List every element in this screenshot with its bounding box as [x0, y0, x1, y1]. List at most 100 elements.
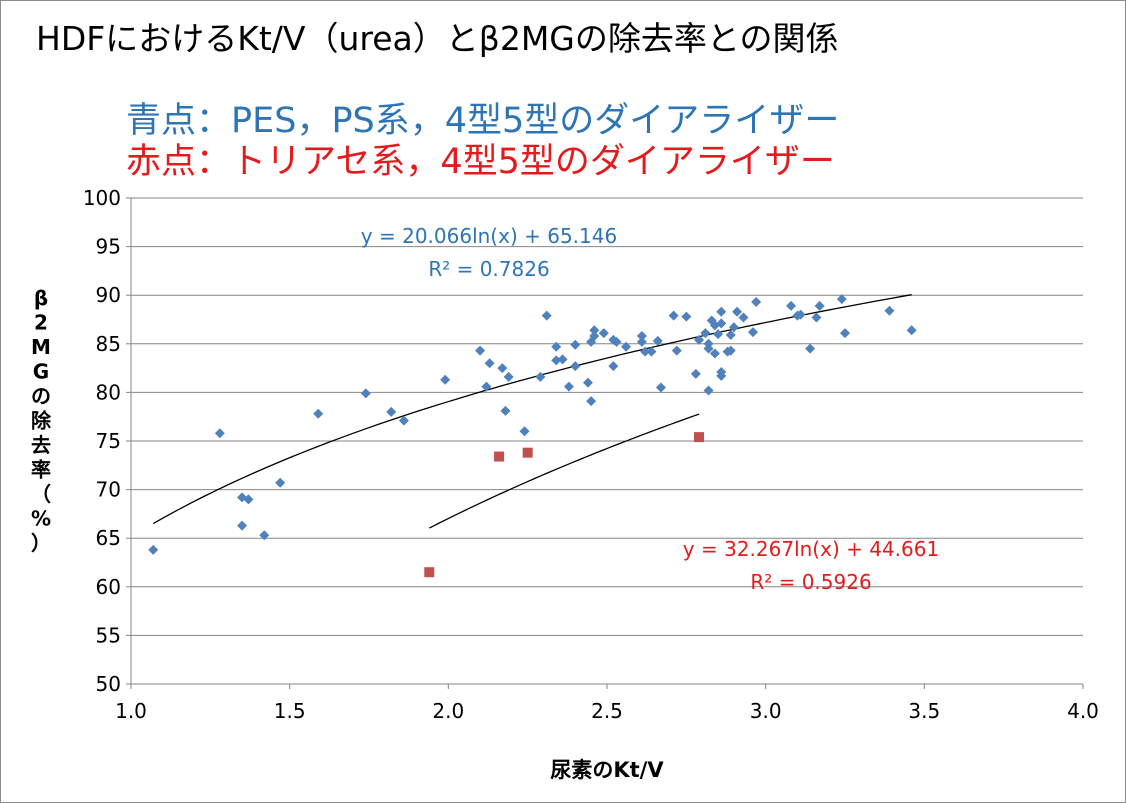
y-axis-label-char-8: （ [31, 482, 51, 506]
x-axis-label: 尿素のKt/V [550, 758, 664, 782]
data-point-s0-76 [884, 305, 895, 316]
y-tick-label-60: 60 [96, 575, 121, 599]
data-point-s0-58 [716, 366, 727, 377]
data-point-s0-33 [608, 361, 619, 372]
data-point-s0-1 [214, 428, 225, 439]
y-axis-label-char-5: 除 [31, 409, 52, 433]
data-point-s0-25 [570, 361, 581, 372]
subtitle-red-prefix: 赤点： [126, 142, 231, 182]
data-point-s1-2 [522, 447, 533, 458]
data-point-s0-66 [747, 327, 758, 338]
data-point-s0-74 [836, 294, 847, 305]
data-point-s0-53 [709, 348, 720, 359]
data-point-s0-18 [519, 426, 530, 437]
data-point-s0-45 [681, 311, 692, 322]
y-axis-label-char-0: β [34, 286, 48, 310]
x-tick-label-2.5: 2.5 [591, 699, 623, 723]
trendlines [152, 294, 912, 529]
data-points [148, 294, 917, 578]
data-point-s1-3 [694, 432, 705, 443]
subtitle-red-text: トリアセ系，4型5型のダイアライザー [231, 142, 835, 182]
subtitle-blue-text: PES，PS系，4型5型のダイアライザー [231, 101, 839, 141]
y-tick-label-75: 75 [96, 429, 121, 453]
data-point-s0-44 [671, 345, 682, 356]
y-tick-label-55: 55 [96, 623, 121, 647]
data-point-s0-67 [751, 297, 762, 308]
data-point-s0-17 [503, 371, 514, 382]
blue-trend-equation: y = 20.066ln(x) + 65.146 [361, 224, 617, 248]
data-point-s0-51 [703, 343, 714, 354]
data-point-s0-39 [640, 346, 651, 357]
data-point-s0-13 [481, 381, 492, 392]
data-point-s0-21 [551, 341, 562, 352]
data-point-s0-11 [440, 374, 451, 385]
data-point-s0-12 [475, 345, 486, 356]
gridlines [131, 197, 1083, 685]
data-point-s0-8 [360, 388, 371, 399]
y-axis-label-char-4: の [31, 384, 51, 408]
data-point-s0-62 [725, 330, 736, 341]
data-point-s0-73 [814, 300, 825, 311]
data-point-s0-35 [611, 336, 622, 347]
data-point-s0-6 [275, 477, 286, 488]
x-tick-label-4.0: 4.0 [1067, 699, 1099, 723]
trendline-series-1 [428, 413, 700, 529]
y-axis-label-char-10: ） [31, 531, 51, 555]
data-point-s0-56 [716, 318, 727, 329]
data-point-s0-71 [805, 343, 816, 354]
data-point-s0-24 [563, 381, 574, 392]
y-tick-labels: 50 55 60 65 70 75 80 85 90 95 100 [83, 186, 121, 696]
data-point-s0-5 [259, 530, 270, 541]
data-point-s0-9 [386, 406, 397, 417]
y-tick-label-80: 80 [96, 380, 121, 404]
data-point-s0-37 [636, 331, 647, 342]
data-point-s0-36 [621, 341, 632, 352]
data-point-s0-47 [694, 334, 705, 345]
blue-trend-r2: R² = 0.7826 [428, 257, 549, 281]
red-trend-equation: y = 32.267ln(x) + 44.661 [683, 537, 939, 561]
data-point-s0-20 [541, 310, 552, 321]
data-point-s0-63 [728, 322, 739, 333]
data-point-s0-42 [655, 382, 666, 393]
data-point-s0-77 [906, 325, 917, 336]
red-trend-r2: R² = 0.5926 [750, 570, 871, 594]
data-point-s0-40 [646, 346, 657, 357]
data-point-s0-14 [484, 358, 495, 369]
y-axis-label-char-9: % [31, 507, 51, 531]
data-point-s0-3 [237, 520, 248, 531]
data-point-s0-27 [582, 377, 593, 388]
data-point-s0-48 [700, 328, 711, 339]
data-point-s0-30 [589, 331, 600, 342]
data-point-s0-28 [586, 396, 597, 407]
x-tick-labels: 1.0 1.5 2.0 2.5 3.0 3.5 4.0 [115, 699, 1099, 723]
chart-title: HDFにおけるKt/V（urea）とβ2MGの除去率との関係 [36, 19, 839, 58]
y-tick-label-100: 100 [83, 186, 121, 210]
y-axis-label-char-1: 2 [34, 311, 48, 335]
data-point-s0-75 [840, 328, 850, 339]
data-point-s0-15 [497, 363, 508, 374]
y-axis-label-char-2: M [31, 335, 51, 359]
data-point-s0-46 [690, 368, 701, 379]
data-point-s0-23 [557, 354, 568, 365]
data-point-s0-41 [652, 335, 663, 346]
subtitle-line-blue: 青点：PES，PS系，4型5型のダイアライザー [126, 101, 839, 141]
x-tick-label-1.0: 1.0 [115, 699, 147, 723]
x-tick-label-3.5: 3.5 [908, 699, 940, 723]
subtitle-blue-prefix: 青点： [126, 101, 231, 141]
x-tick-label-2.0: 2.0 [432, 699, 464, 723]
y-tick-label-70: 70 [96, 478, 121, 502]
data-point-s0-4 [243, 494, 254, 505]
data-point-s0-10 [398, 415, 409, 426]
y-tick-label-65: 65 [96, 526, 121, 550]
data-point-s0-38 [636, 336, 647, 347]
y-tick-label-85: 85 [96, 332, 121, 356]
data-point-s0-32 [598, 328, 609, 339]
data-point-s0-7 [313, 408, 324, 419]
data-point-s0-22 [551, 355, 562, 366]
data-point-s0-55 [713, 329, 724, 340]
y-tick-label-90: 90 [96, 283, 121, 307]
axes [126, 197, 1084, 689]
data-point-s0-43 [668, 310, 679, 321]
